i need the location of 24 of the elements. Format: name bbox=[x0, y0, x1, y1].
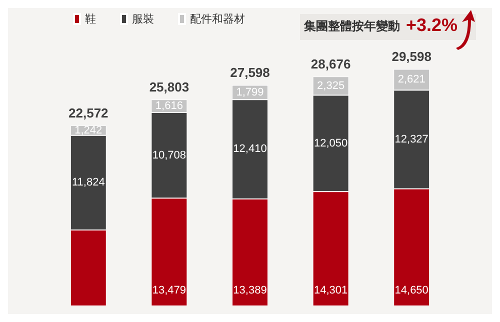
total-label: 29,598 bbox=[392, 49, 432, 64]
data-label: 12,410 bbox=[233, 143, 267, 156]
total-label: 25,803 bbox=[149, 80, 190, 95]
data-label: 14,301 bbox=[314, 284, 348, 296]
legend-label: 配件和器材 bbox=[190, 12, 245, 26]
legend-label: 服裝 bbox=[132, 12, 154, 26]
data-label: 1,799 bbox=[236, 86, 264, 98]
total-label: 28,676 bbox=[310, 56, 351, 72]
data-label: 11,824 bbox=[72, 176, 105, 189]
text: 集團整體按年變動 bbox=[303, 19, 400, 33]
data-label: 13,479 bbox=[152, 284, 186, 296]
data-label: 12,050 bbox=[314, 137, 348, 150]
data-label: 14,650 bbox=[394, 284, 428, 296]
data-label: 10,708 bbox=[152, 149, 186, 162]
data-label: 12,327 bbox=[394, 133, 428, 146]
data-label: 2,621 bbox=[398, 74, 426, 86]
data-label: 2,325 bbox=[317, 80, 345, 92]
data-label: 13,389 bbox=[233, 284, 267, 296]
total-label: 22,572 bbox=[68, 105, 108, 120]
legend-label: 鞋 bbox=[85, 12, 96, 26]
text: +3.2% bbox=[406, 15, 458, 35]
total-label: 27,598 bbox=[230, 65, 270, 80]
data-label: 1,616 bbox=[155, 100, 183, 112]
data-label: 1,242 bbox=[74, 124, 102, 136]
